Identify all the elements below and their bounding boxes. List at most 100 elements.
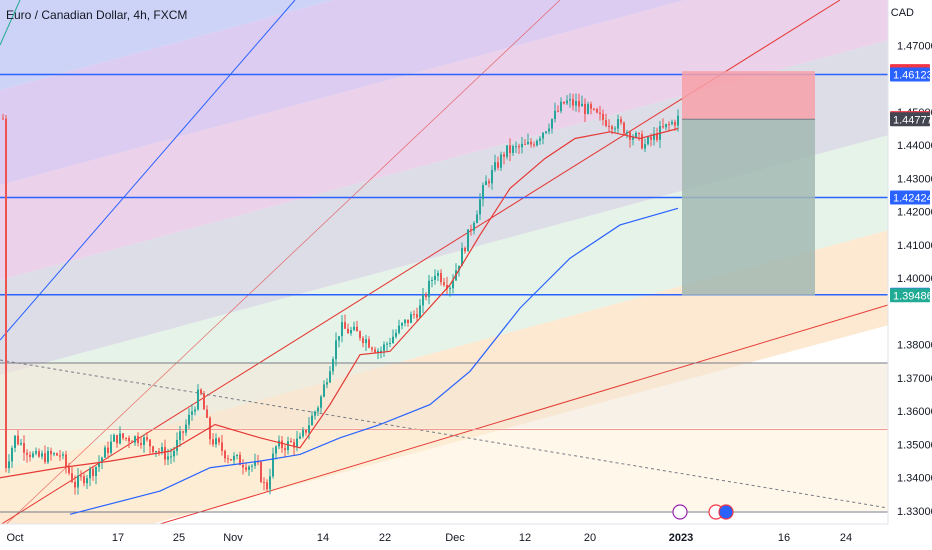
candle-body[interactable] (347, 328, 349, 334)
candle-body[interactable] (203, 393, 205, 410)
candle-body[interactable] (584, 103, 586, 114)
candle-body[interactable] (101, 457, 103, 463)
candle-body[interactable] (221, 442, 223, 451)
candle-body[interactable] (11, 447, 13, 462)
candle-body[interactable] (326, 382, 328, 385)
candle-body[interactable] (518, 146, 520, 148)
candle-body[interactable] (497, 162, 499, 168)
candle-body[interactable] (194, 409, 196, 412)
candle-body[interactable] (383, 344, 385, 351)
candle-body[interactable] (65, 454, 67, 467)
candle-body[interactable] (104, 447, 106, 458)
price-badge[interactable]: 1.42424 (890, 190, 932, 205)
candle-body[interactable] (293, 442, 295, 448)
candle-body[interactable] (242, 465, 244, 468)
candle-body[interactable] (386, 343, 388, 345)
candle-body[interactable] (503, 154, 505, 157)
candle-body[interactable] (260, 461, 262, 482)
candle-body[interactable] (2, 118, 4, 120)
candle-body[interactable] (206, 409, 208, 418)
candle-body[interactable] (284, 448, 286, 451)
candle-body[interactable] (530, 141, 532, 145)
candle-body[interactable] (257, 461, 259, 463)
lightning-icon[interactable] (672, 504, 688, 520)
candle-body[interactable] (356, 326, 358, 332)
candle-body[interactable] (191, 411, 193, 415)
candle-body[interactable] (359, 331, 361, 339)
candle-body[interactable] (365, 339, 367, 344)
candle-body[interactable] (482, 185, 484, 200)
candle-body[interactable] (398, 325, 400, 333)
candle-body[interactable] (233, 455, 235, 461)
candle-body[interactable] (506, 145, 508, 157)
candle-body[interactable] (269, 476, 271, 490)
candle-body[interactable] (287, 441, 289, 451)
candle-body[interactable] (131, 441, 133, 443)
price-badge[interactable]: 1.39486 (890, 288, 932, 303)
candle-body[interactable] (212, 439, 214, 445)
candle-body[interactable] (332, 359, 334, 372)
candle-body[interactable] (422, 294, 424, 306)
candle-body[interactable] (545, 131, 547, 133)
candle-body[interactable] (188, 414, 190, 425)
candle-body[interactable] (443, 282, 445, 285)
candle-body[interactable] (350, 329, 352, 334)
candle-body[interactable] (611, 126, 613, 130)
candle-body[interactable] (95, 467, 97, 476)
candle-body[interactable] (83, 476, 85, 484)
candle-body[interactable] (554, 110, 556, 120)
candle-body[interactable] (557, 110, 559, 112)
candle-body[interactable] (113, 434, 115, 442)
candle-body[interactable] (524, 143, 526, 145)
candle-body[interactable] (29, 454, 31, 457)
candle-body[interactable] (140, 443, 142, 446)
candle-body[interactable] (446, 284, 448, 289)
candle-body[interactable] (173, 450, 175, 457)
candle-body[interactable] (98, 462, 100, 468)
candle-body[interactable] (377, 350, 379, 353)
candle-body[interactable] (308, 425, 310, 433)
candle-body[interactable] (413, 314, 415, 316)
candle-body[interactable] (167, 456, 169, 460)
candle-body[interactable] (62, 454, 64, 456)
price-badge[interactable]: 1.44777 (890, 112, 932, 127)
candle-body[interactable] (164, 447, 166, 460)
candle-body[interactable] (185, 424, 187, 433)
candle-body[interactable] (152, 446, 154, 453)
candle-body[interactable] (23, 443, 25, 453)
candle-body[interactable] (47, 450, 49, 463)
candle-body[interactable] (536, 140, 538, 146)
candle-body[interactable] (665, 124, 667, 128)
candle-body[interactable] (230, 459, 232, 461)
candle-body[interactable] (209, 417, 211, 440)
candle-body[interactable] (89, 468, 91, 479)
candle-body[interactable] (68, 466, 70, 474)
candle-body[interactable] (77, 475, 79, 488)
candle-body[interactable] (434, 275, 436, 280)
candle-body[interactable] (488, 181, 490, 184)
candle-body[interactable] (491, 169, 493, 184)
candle-body[interactable] (572, 99, 574, 106)
candle-body[interactable] (278, 440, 280, 447)
candle-body[interactable] (344, 322, 346, 329)
candle-body[interactable] (275, 446, 277, 454)
candle-body[interactable] (122, 433, 124, 438)
candle-body[interactable] (374, 349, 376, 353)
stop-loss-zone[interactable] (682, 71, 815, 120)
candle-body[interactable] (134, 436, 136, 443)
candle-body[interactable] (272, 453, 274, 477)
candle-body[interactable] (236, 454, 238, 456)
candle-body[interactable] (431, 279, 433, 281)
candle-body[interactable] (86, 478, 88, 484)
candle-body[interactable] (20, 443, 22, 445)
candle-body[interactable] (617, 119, 619, 129)
candle-body[interactable] (305, 430, 307, 433)
candle-body[interactable] (602, 113, 604, 120)
candle-body[interactable] (542, 132, 544, 139)
take-profit-zone[interactable] (682, 119, 815, 296)
candle-body[interactable] (635, 132, 637, 138)
symbol-title[interactable]: Euro / Canadian Dollar, 4h, FXCM (6, 8, 188, 22)
candle-body[interactable] (416, 314, 418, 318)
